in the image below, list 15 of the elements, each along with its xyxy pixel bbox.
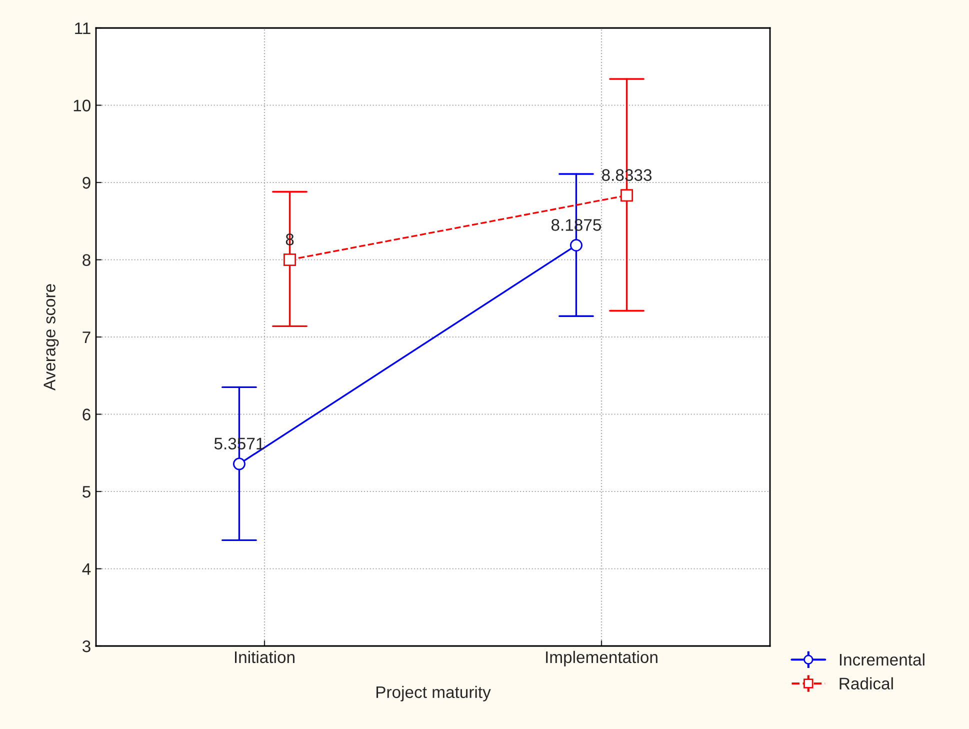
y-tick-label: 6 bbox=[82, 408, 90, 420]
y-tick-label: 7 bbox=[82, 332, 90, 344]
y-tick-label: 10 bbox=[74, 100, 90, 112]
legend-label: Incremental bbox=[840, 653, 924, 666]
y-tick-label: 9 bbox=[82, 176, 90, 189]
x-tick-label: Implementation bbox=[546, 650, 658, 666]
y-tick-label: 11 bbox=[75, 22, 90, 34]
legend-label: Radical bbox=[840, 677, 893, 690]
y-tick-label: 8 bbox=[82, 254, 90, 266]
x-axis-title: Project maturity bbox=[376, 686, 491, 702]
y-tick-label: 5 bbox=[82, 486, 90, 498]
y-axis-title: Average score bbox=[44, 284, 59, 391]
x-tick-label: Initiation bbox=[235, 650, 294, 664]
y-tick-label: 4 bbox=[82, 563, 91, 575]
y-tick-label: 3 bbox=[82, 640, 90, 652]
